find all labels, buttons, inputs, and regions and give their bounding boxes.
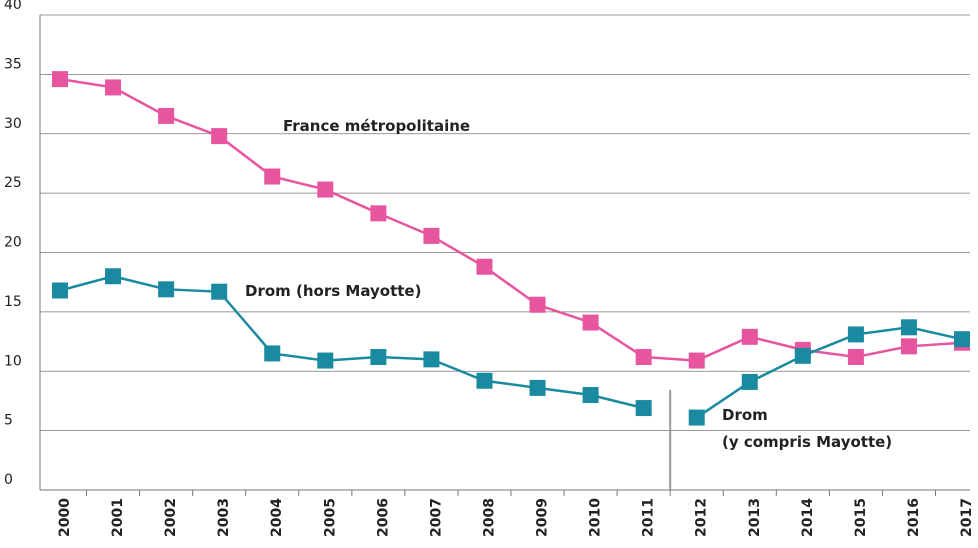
- marker: [741, 328, 758, 345]
- marker: [317, 352, 334, 369]
- marker: [529, 379, 546, 396]
- marker: [529, 296, 546, 313]
- marker: [423, 351, 440, 368]
- y-tick-label: 30: [4, 116, 22, 132]
- y-tick-label: 40: [4, 0, 22, 13]
- marker: [317, 181, 334, 198]
- marker: [476, 258, 493, 275]
- series-label: Drom (hors Mayotte): [245, 282, 421, 300]
- marker: [688, 352, 705, 369]
- marker: [847, 349, 864, 365]
- marker: [423, 227, 440, 244]
- marker: [688, 409, 705, 426]
- marker: [847, 326, 864, 343]
- marker: [476, 372, 493, 389]
- marker: [211, 128, 228, 145]
- x-tick-label: 2009: [535, 498, 551, 537]
- x-tick-label: 2016: [906, 498, 922, 537]
- y-tick-label: 5: [4, 413, 13, 429]
- x-tick-label: 2004: [269, 498, 285, 537]
- y-tick-label: 10: [4, 353, 22, 369]
- x-tick-label: 2008: [481, 498, 497, 537]
- x-tick-label: 2014: [800, 498, 816, 537]
- y-tick-label: 0: [4, 472, 13, 488]
- marker: [264, 168, 281, 185]
- y-tick-label: 15: [4, 294, 22, 310]
- marker: [52, 282, 68, 299]
- marker: [900, 319, 917, 336]
- series-line: [59, 77, 963, 362]
- marker: [954, 331, 971, 348]
- x-tick-label: 2007: [428, 498, 444, 537]
- x-tick-label: 2000: [57, 498, 73, 537]
- marker: [635, 400, 652, 417]
- marker: [264, 345, 281, 362]
- series-label: Drom (y compris Mayotte): [722, 406, 892, 451]
- series-label: France métropolitaine: [283, 117, 470, 135]
- marker: [741, 373, 758, 390]
- marker: [370, 205, 387, 222]
- marker: [582, 387, 599, 403]
- x-tick-label: 2015: [853, 498, 869, 537]
- x-tick-label: 2010: [588, 498, 604, 537]
- marker: [158, 107, 175, 124]
- marker: [582, 314, 599, 331]
- x-tick-label: 2002: [163, 498, 179, 537]
- marker: [370, 349, 387, 365]
- marker: [105, 268, 122, 285]
- y-tick-label: 25: [4, 175, 22, 191]
- series-line: [696, 326, 963, 419]
- marker: [52, 71, 68, 88]
- x-tick-label: 2005: [322, 498, 338, 537]
- marker: [794, 347, 811, 364]
- x-tick-label: 2003: [216, 498, 232, 537]
- x-tick-label: 2001: [110, 498, 126, 537]
- marker: [158, 281, 175, 298]
- marker: [900, 338, 917, 355]
- marker: [211, 283, 228, 300]
- x-tick-label: 2011: [641, 498, 657, 537]
- x-tick-label: 2017: [959, 498, 975, 537]
- x-tick-label: 2006: [375, 498, 391, 537]
- x-tick-label: 2013: [747, 498, 763, 537]
- y-tick-label: 20: [4, 235, 22, 251]
- y-tick-label: 35: [4, 56, 22, 72]
- series-line: [59, 274, 644, 410]
- marker: [635, 349, 652, 365]
- x-tick-label: 2012: [694, 498, 710, 537]
- marker: [105, 79, 122, 96]
